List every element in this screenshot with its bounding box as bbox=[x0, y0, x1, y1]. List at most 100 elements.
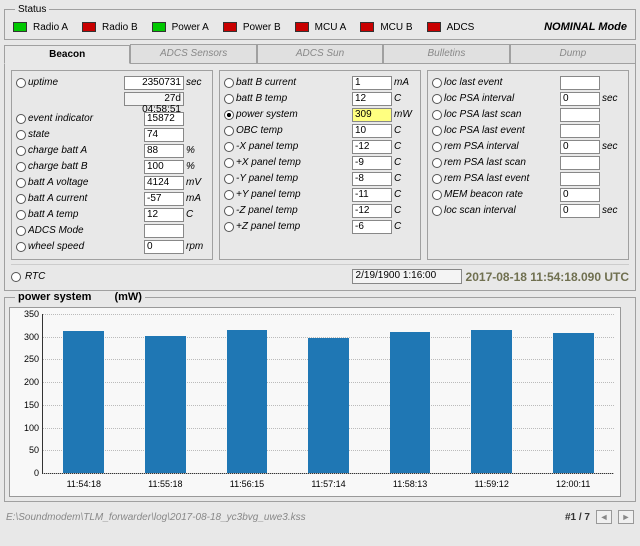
row-c1-5: batt A current-57mA bbox=[16, 191, 208, 206]
radio-c2-1[interactable] bbox=[224, 94, 234, 104]
row-c3-3: loc PSA last event bbox=[432, 123, 624, 138]
unit-c3-8: sec bbox=[602, 205, 624, 216]
value-c2-8: -12 bbox=[352, 204, 392, 218]
label-c2-9: +Z panel temp bbox=[236, 221, 350, 232]
next-button[interactable]: ► bbox=[618, 510, 634, 524]
row-c1-0: event indicator15872 bbox=[16, 111, 208, 126]
radio-c1-4[interactable] bbox=[16, 178, 26, 188]
xlabel-0: 11:54:18 bbox=[67, 479, 101, 489]
radio-c3-1[interactable] bbox=[432, 94, 442, 104]
radio-c2-2[interactable] bbox=[224, 110, 234, 120]
radio-c1-6[interactable] bbox=[16, 210, 26, 220]
radio-c2-0[interactable] bbox=[224, 78, 234, 88]
unit-c2-0: mA bbox=[394, 77, 416, 88]
ylabel-150: 150 bbox=[15, 400, 39, 410]
value-c2-1: 12 bbox=[352, 92, 392, 106]
radio-c2-8[interactable] bbox=[224, 206, 234, 216]
radio-c3-0[interactable] bbox=[432, 78, 442, 88]
radio-c2-7[interactable] bbox=[224, 190, 234, 200]
radio-c3-6[interactable] bbox=[432, 174, 442, 184]
label-c2-5: +X panel temp bbox=[236, 157, 350, 168]
tab-beacon[interactable]: Beacon bbox=[4, 45, 130, 64]
radio-c3-2[interactable] bbox=[432, 110, 442, 120]
prev-button[interactable]: ◄ bbox=[596, 510, 612, 524]
value-c1-3: 100 bbox=[144, 160, 184, 174]
label-c1-0: event indicator bbox=[28, 113, 142, 124]
radio-c3-5[interactable] bbox=[432, 158, 442, 168]
label-c2-7: +Y panel temp bbox=[236, 189, 350, 200]
radio-c2-3[interactable] bbox=[224, 126, 234, 136]
radio-c1-3[interactable] bbox=[16, 162, 26, 172]
radio-rtc[interactable] bbox=[11, 272, 21, 282]
ylabel-350: 350 bbox=[15, 309, 39, 319]
status-legend: Status bbox=[15, 4, 49, 15]
value-c2-0: 1 bbox=[352, 76, 392, 90]
unit-c2-7: C bbox=[394, 189, 416, 200]
radio-c1-8[interactable] bbox=[16, 242, 26, 252]
tab-bar: BeaconADCS SensorsADCS SunBulletinsDump bbox=[4, 44, 636, 63]
bar-2 bbox=[227, 330, 268, 473]
bar-4 bbox=[390, 332, 431, 473]
radio-c3-7[interactable] bbox=[432, 190, 442, 200]
unit-c2-8: C bbox=[394, 205, 416, 216]
radio-c2-4[interactable] bbox=[224, 142, 234, 152]
unit-c1-8: rpm bbox=[186, 241, 208, 252]
status-label-power-b: Power B bbox=[243, 22, 281, 33]
radio-c2-6[interactable] bbox=[224, 174, 234, 184]
radio-c3-3[interactable] bbox=[432, 126, 442, 136]
row-c3-1: loc PSA interval0sec bbox=[432, 91, 624, 106]
tab-adcs-sensors[interactable]: ADCS Sensors bbox=[130, 44, 256, 63]
label-c1-7: ADCS Mode bbox=[28, 225, 142, 236]
value-c2-9: -6 bbox=[352, 220, 392, 234]
row-c2-9: +Z panel temp-6C bbox=[224, 219, 416, 234]
value-c1-7 bbox=[144, 224, 184, 238]
status-label-mcu-a: MCU A bbox=[315, 22, 347, 33]
bar-3 bbox=[308, 338, 349, 473]
unit-c3-4: sec bbox=[602, 141, 624, 152]
tab-body-beacon: uptime 2350731 sec 27d 04:58:51 event in… bbox=[4, 63, 636, 291]
radio-c1-1[interactable] bbox=[16, 130, 26, 140]
value-uptime-days: 27d 04:58:51 bbox=[124, 92, 184, 106]
chart-panel: power system (mW) 0501001502002503003501… bbox=[4, 291, 636, 502]
value-c2-6: -8 bbox=[352, 172, 392, 186]
tab-dump[interactable]: Dump bbox=[510, 44, 636, 63]
label-c1-6: batt A temp bbox=[28, 209, 142, 220]
radio-c1-2[interactable] bbox=[16, 146, 26, 156]
status-label-power-a: Power A bbox=[172, 22, 209, 33]
xlabel-2: 11:56:15 bbox=[230, 479, 264, 489]
radio-c3-8[interactable] bbox=[432, 206, 442, 216]
tab-adcs-sun[interactable]: ADCS Sun bbox=[257, 44, 383, 63]
bar-1 bbox=[145, 336, 186, 473]
status-label-radio-a: Radio A bbox=[33, 22, 68, 33]
label-c3-2: loc PSA last scan bbox=[444, 109, 558, 120]
xlabel-6: 12:00:11 bbox=[556, 479, 590, 489]
radio-c2-5[interactable] bbox=[224, 158, 234, 168]
row-c1-8: wheel speed0rpm bbox=[16, 239, 208, 254]
value-c1-1: 74 bbox=[144, 128, 184, 142]
label-c1-2: charge batt A bbox=[28, 145, 142, 156]
unit-c1-5: mA bbox=[186, 193, 208, 204]
chart-title: power system bbox=[18, 291, 91, 303]
tab-bulletins[interactable]: Bulletins bbox=[383, 44, 509, 63]
gridline-y-350 bbox=[43, 314, 614, 315]
radio-c3-4[interactable] bbox=[432, 142, 442, 152]
xlabel-4: 11:58:13 bbox=[393, 479, 427, 489]
status-led-radio-b bbox=[82, 22, 96, 32]
label-c1-3: charge batt B bbox=[28, 161, 142, 172]
radio-c1-0[interactable] bbox=[16, 114, 26, 124]
row-c2-7: +Y panel temp-11C bbox=[224, 187, 416, 202]
row-c1-6: batt A temp12C bbox=[16, 207, 208, 222]
row-c2-1: batt B temp12C bbox=[224, 91, 416, 106]
radio-c2-9[interactable] bbox=[224, 222, 234, 232]
gridline-y-0 bbox=[43, 473, 614, 474]
unit-c3-1: sec bbox=[602, 93, 624, 104]
radio-c1-7[interactable] bbox=[16, 226, 26, 236]
status-led-mcu-a bbox=[295, 22, 309, 32]
row-c3-5: rem PSA last scan bbox=[432, 155, 624, 170]
radio-uptime[interactable] bbox=[16, 78, 26, 88]
unit-c2-6: C bbox=[394, 173, 416, 184]
radio-c1-5[interactable] bbox=[16, 194, 26, 204]
label-c2-6: -Y panel temp bbox=[236, 173, 350, 184]
status-led-radio-a bbox=[13, 22, 27, 32]
col-2: batt B current1mAbatt B temp12Cpower sys… bbox=[219, 70, 421, 260]
